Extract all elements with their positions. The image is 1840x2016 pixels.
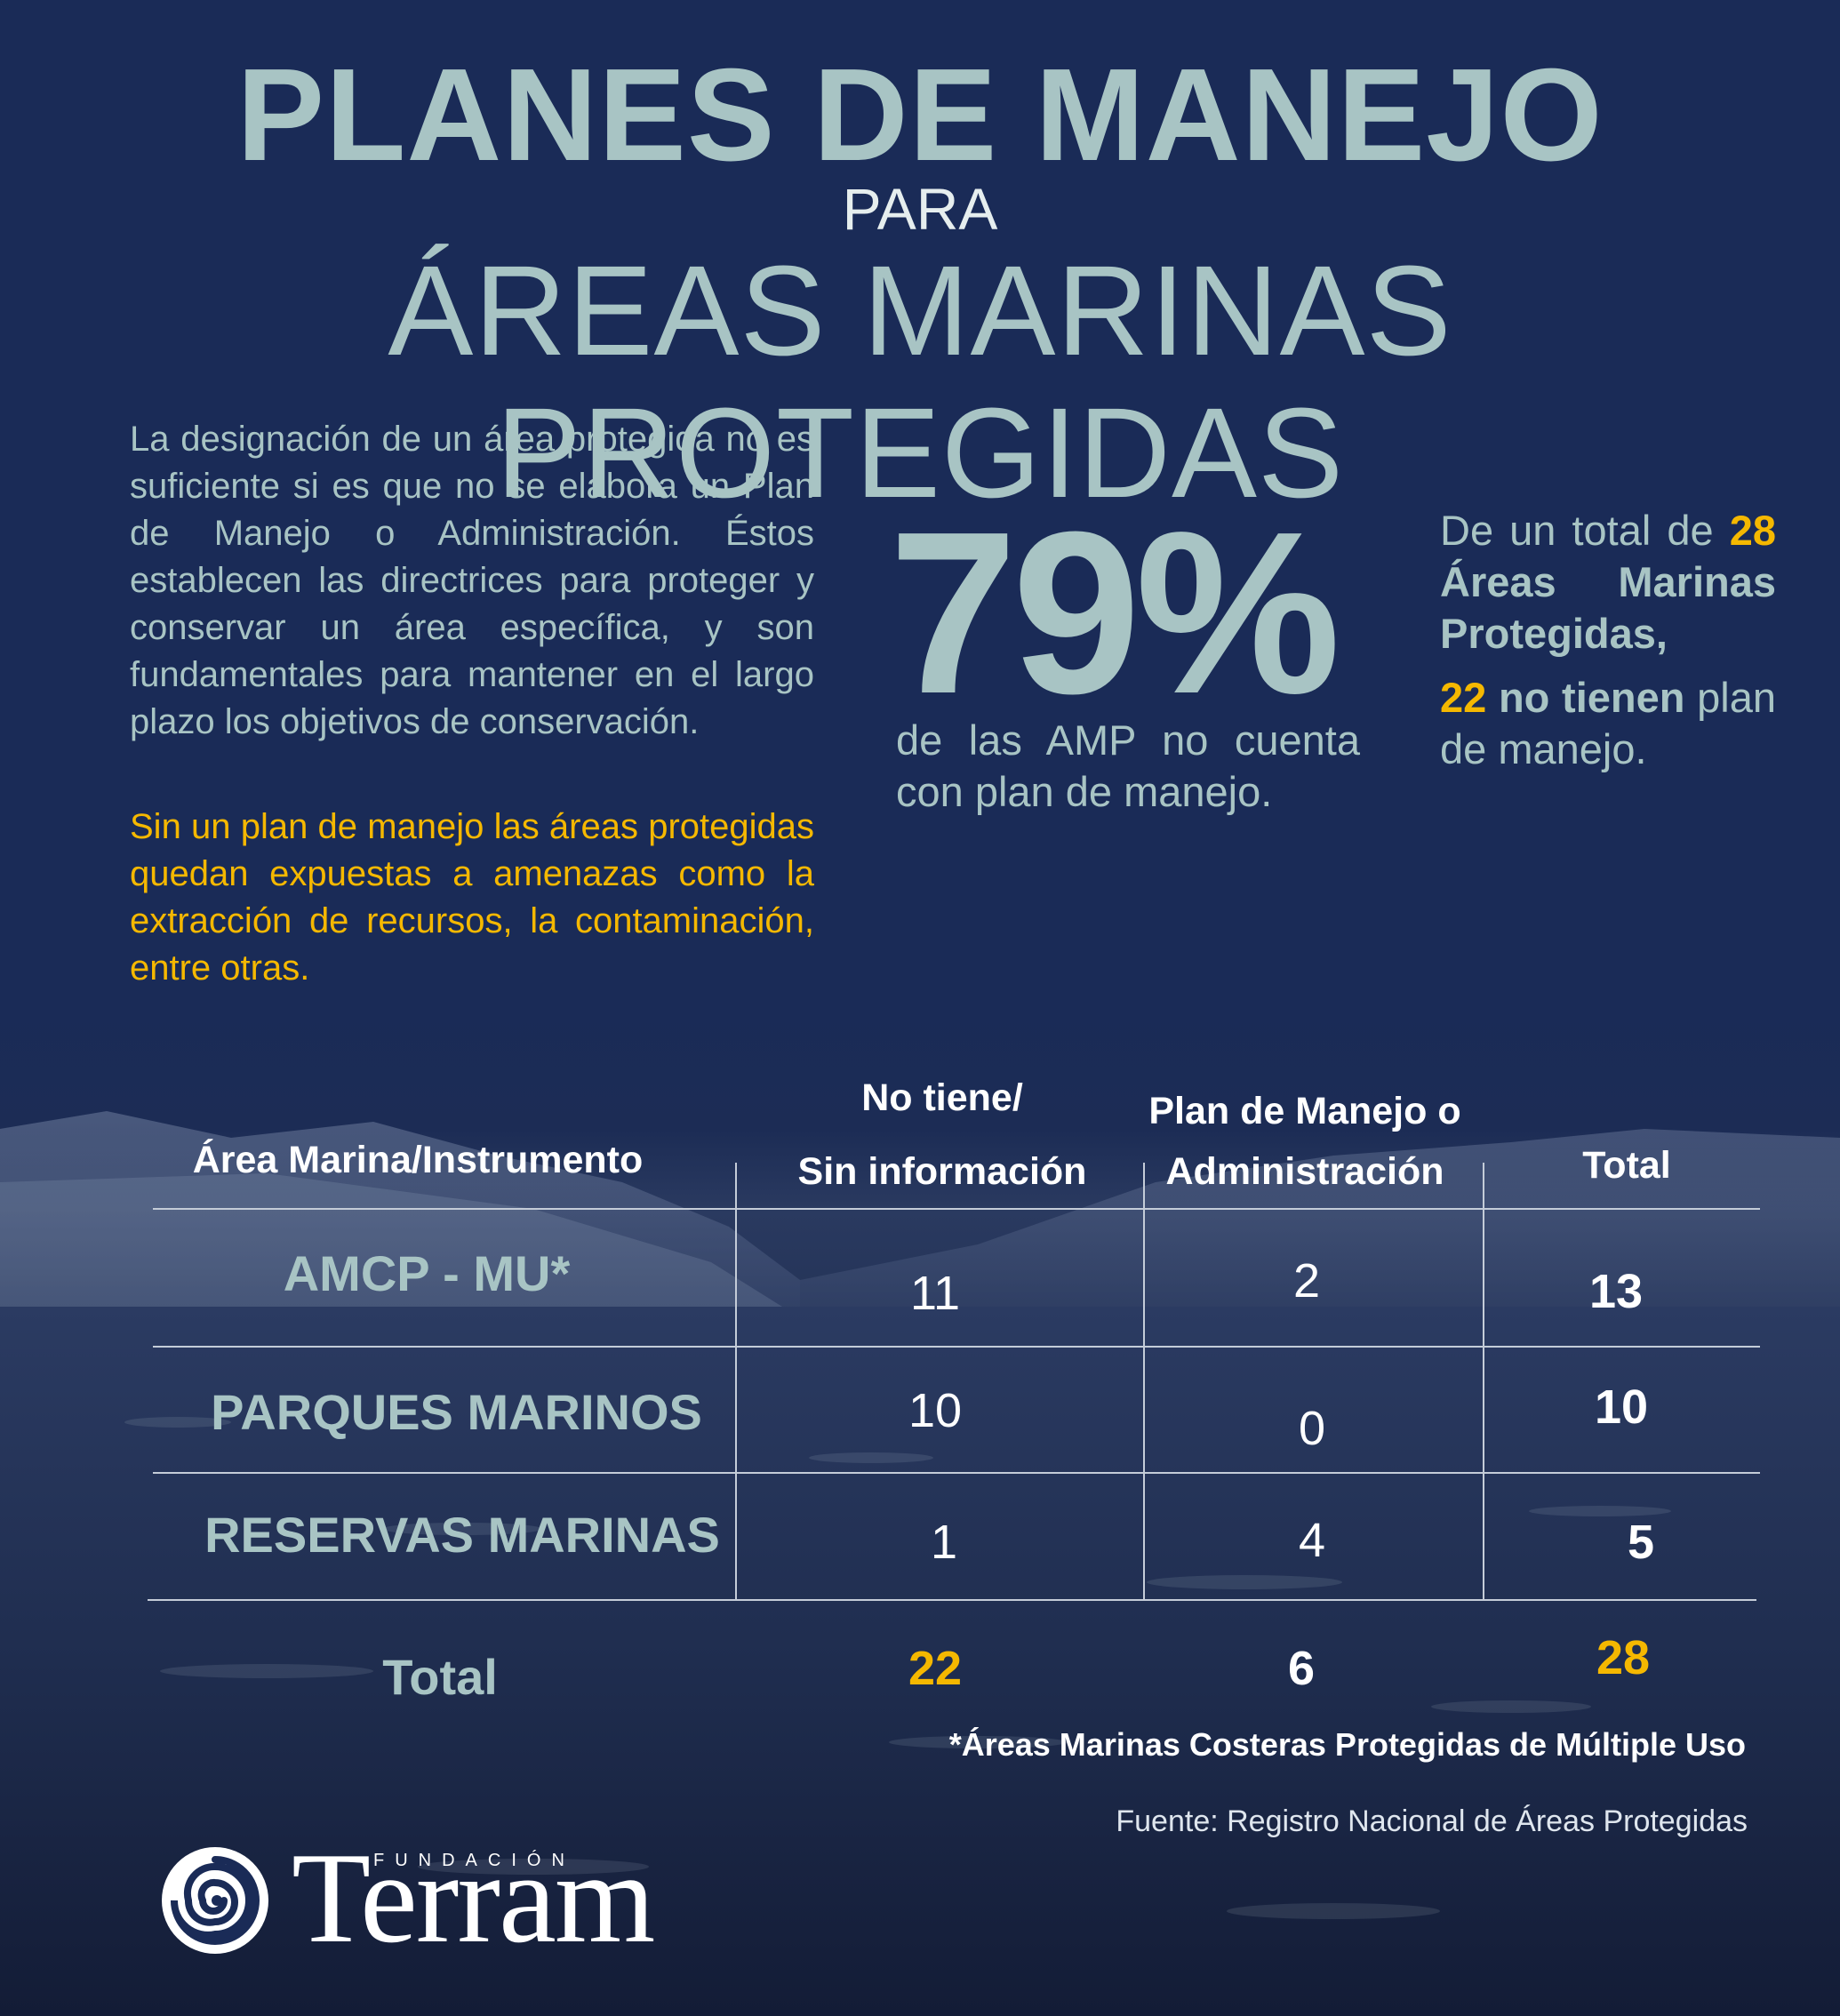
header-no-tiene-line1: No tiene/ bbox=[861, 1076, 1023, 1119]
summary-prefix: De un total de bbox=[1440, 507, 1714, 554]
total-summary-line2: 22 no tienen plan de manejo. bbox=[1440, 672, 1776, 775]
header-area: Área Marina/Instrumento bbox=[192, 1139, 644, 1181]
summary-count: 22 bbox=[1440, 674, 1487, 721]
header-total: Total bbox=[1582, 1144, 1671, 1187]
percent-caption: de las AMP no cuenta con plan de manejo. bbox=[896, 716, 1360, 815]
cell-total-total: 28 bbox=[1596, 1631, 1651, 1684]
header-no-tiene-line2: Sin información bbox=[797, 1150, 1087, 1193]
table-col-rule-3 bbox=[1483, 1163, 1484, 1600]
intro-paragraph: La designación de un área protegida no e… bbox=[130, 420, 814, 741]
main-title: PLANES DE MANEJO bbox=[236, 42, 1604, 188]
cell-amcp-total: 13 bbox=[1588, 1265, 1644, 1318]
header-plan-line1: Plan de Manejo o bbox=[1148, 1090, 1461, 1132]
logo-wordmark: Terram bbox=[292, 1826, 655, 1970]
logo-fundacion: FUNDACIÓN bbox=[373, 1851, 575, 1870]
subtitle: ÁREAS MARINAS PROTEGIDAS bbox=[388, 239, 1452, 524]
percent-stat: 79% bbox=[889, 484, 1340, 742]
terram-spiral-logo-icon bbox=[162, 1847, 268, 1954]
summary-total: 28 bbox=[1729, 507, 1776, 554]
table-rule-body bbox=[148, 1599, 1756, 1601]
cell-reservas-plan: 4 bbox=[1298, 1514, 1326, 1567]
total-summary-line1: De un total de 28 Áreas Marinas Protegid… bbox=[1440, 505, 1776, 660]
row-label-reservas: RESERVAS MARINAS bbox=[204, 1507, 720, 1563]
table-col-rule-2 bbox=[1143, 1163, 1145, 1600]
cell-parques-plan: 0 bbox=[1298, 1402, 1326, 1455]
row-label-amcp: AMCP - MU* bbox=[283, 1245, 571, 1301]
table-rule-row2 bbox=[153, 1472, 1760, 1474]
cell-parques-total: 10 bbox=[1594, 1380, 1649, 1434]
summary-no-tienen: no tienen bbox=[1498, 674, 1685, 721]
cell-amcp-no-tiene: 11 bbox=[909, 1267, 961, 1320]
total-summary: De un total de 28 Áreas Marinas Protegid… bbox=[1440, 505, 1776, 775]
table-col-rule-1 bbox=[735, 1163, 737, 1600]
header-plan-line2: Administración bbox=[1165, 1150, 1444, 1193]
row-label-parques: PARQUES MARINOS bbox=[211, 1384, 702, 1440]
cell-total-no-tiene: 22 bbox=[908, 1642, 963, 1695]
cell-amcp-plan: 2 bbox=[1292, 1254, 1321, 1308]
intro-highlight: Sin un plan de manejo las áreas protegid… bbox=[130, 807, 814, 988]
title-connector: PARA bbox=[842, 176, 998, 242]
table-rule-row1 bbox=[153, 1346, 1760, 1348]
row-label-total: Total bbox=[382, 1649, 498, 1705]
summary-areas: Áreas Marinas Protegidas, bbox=[1440, 558, 1776, 657]
cell-reservas-total: 5 bbox=[1627, 1516, 1655, 1569]
cell-total-plan: 6 bbox=[1287, 1642, 1316, 1695]
table-rule-header bbox=[153, 1208, 1760, 1210]
source-credit: Fuente: Registro Nacional de Áreas Prote… bbox=[1116, 1804, 1748, 1838]
footnote: *Áreas Marinas Costeras Protegidas de Mú… bbox=[948, 1726, 1746, 1763]
cell-parques-no-tiene: 10 bbox=[908, 1384, 963, 1437]
summary-suffix: plan de manejo. bbox=[1440, 674, 1777, 772]
cell-reservas-no-tiene: 1 bbox=[930, 1516, 958, 1569]
